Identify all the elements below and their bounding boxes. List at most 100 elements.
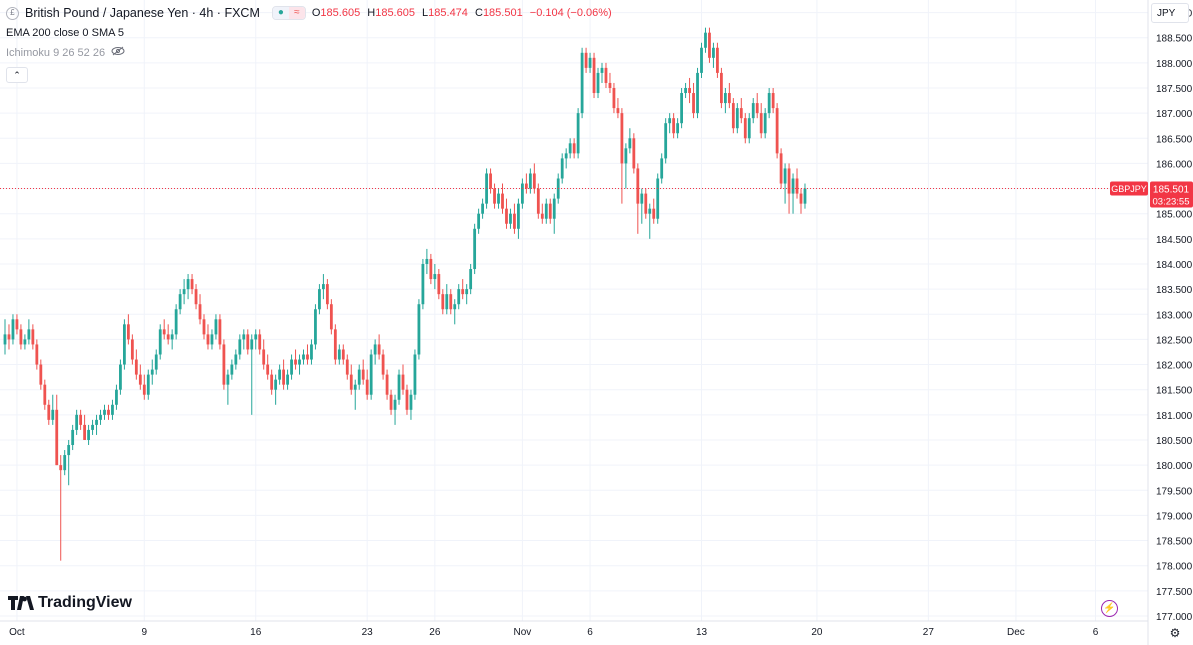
candle <box>162 319 166 340</box>
eye-off-icon[interactable] <box>111 45 125 61</box>
symbol-tag-label: GBPJPY <box>1111 184 1147 194</box>
currency-selector[interactable]: JPY <box>1151 3 1189 23</box>
candle <box>262 339 266 370</box>
waves-icon[interactable]: ≈ <box>288 7 305 19</box>
candle <box>218 314 222 350</box>
candle-body <box>612 87 616 109</box>
candle <box>107 404 110 420</box>
candle-body <box>278 369 282 380</box>
price-axis[interactable]: 189.000188.500188.000187.500187.000186.5… <box>1156 9 1193 623</box>
candle <box>87 424 90 446</box>
candle-body <box>688 87 691 94</box>
lightning-icon[interactable]: ⚡ <box>1101 600 1118 617</box>
x-tick-label: Nov <box>514 627 532 638</box>
candle-body <box>166 334 170 340</box>
candle-body <box>668 118 672 124</box>
candle <box>600 62 604 83</box>
candle <box>803 183 807 209</box>
candle-body <box>783 168 787 184</box>
candle <box>489 168 492 194</box>
symbol-title[interactable]: British Pound / Japanese Yen · 4h · FXCM <box>25 6 260 20</box>
candle-body <box>11 319 15 340</box>
candle <box>688 77 691 104</box>
candle <box>373 339 377 365</box>
candle-body <box>250 339 254 350</box>
candle <box>389 389 393 415</box>
candle-body <box>409 394 413 410</box>
candle <box>493 183 496 209</box>
candle <box>250 334 254 415</box>
x-tick-label: 16 <box>250 627 262 638</box>
tradingview-logo[interactable]: TradingView <box>8 594 132 612</box>
candle <box>11 314 15 345</box>
candle-body <box>536 188 540 214</box>
candle-body <box>254 334 258 340</box>
time-axis[interactable]: Oct 9 16 23 26 Nov 6 13 20 27 Dec 6 <box>9 627 1099 638</box>
candle <box>95 414 98 435</box>
market-open-icon[interactable]: ● <box>272 7 289 19</box>
y-tick-label: 188.500 <box>1156 34 1193 45</box>
candle-body <box>600 67 604 73</box>
candle-body <box>329 304 333 330</box>
collapse-legend-button[interactable]: ⌃ <box>6 67 28 83</box>
y-tick-label: 183.500 <box>1156 285 1193 296</box>
gear-icon[interactable]: ⚙ <box>1169 626 1181 640</box>
chart-legend: £ British Pound / Japanese Yen · 4h · FX… <box>6 5 616 83</box>
candle-body <box>596 72 600 94</box>
candle-body <box>357 369 361 385</box>
candle <box>345 354 349 380</box>
candle-body <box>282 369 285 385</box>
candle-body <box>134 359 138 375</box>
candle-body <box>15 319 19 330</box>
candle <box>433 263 437 290</box>
candle <box>59 455 63 561</box>
candle-body <box>656 178 660 219</box>
candle <box>381 349 385 380</box>
candle <box>505 198 508 229</box>
candle <box>111 399 114 420</box>
candle-body <box>517 203 520 229</box>
indicator-ema-sma[interactable]: EMA 200 close 0 SMA 5 <box>6 27 125 39</box>
candle <box>497 188 500 209</box>
candle-body <box>333 329 337 360</box>
tradingview-wordmark: TradingView <box>38 594 132 611</box>
candle-body <box>755 103 759 114</box>
y-tick-label: 185.000 <box>1156 210 1193 221</box>
candle-body <box>274 379 278 390</box>
candle-body <box>381 354 385 375</box>
candle <box>716 42 719 78</box>
candle <box>357 364 361 390</box>
candle <box>99 409 102 425</box>
candle <box>266 354 270 380</box>
candle <box>692 82 695 119</box>
candle-body <box>99 414 102 420</box>
candle-body <box>708 32 711 58</box>
candle <box>660 153 664 184</box>
last-price-tag-bg <box>1150 181 1193 208</box>
indicator-ichimoku[interactable]: Ichimoku 9 26 52 26 <box>6 45 616 61</box>
x-tick-label: 20 <box>811 627 823 638</box>
candle <box>481 198 484 219</box>
candle-body <box>146 374 150 395</box>
candle-body <box>524 183 528 189</box>
close-value: 185.501 <box>482 7 523 19</box>
candle-body <box>473 228 477 270</box>
candle-body <box>632 138 636 169</box>
candle-body <box>19 329 23 345</box>
candle-body <box>560 158 564 179</box>
market-status-pill[interactable]: ● ≈ <box>271 6 306 20</box>
candle <box>286 369 289 390</box>
candle-body <box>652 208 656 219</box>
candle-body <box>791 178 795 194</box>
y-tick-label: 178.000 <box>1156 562 1193 573</box>
y-tick-label: 187.000 <box>1156 109 1193 120</box>
candle-body <box>186 279 190 290</box>
candle <box>445 284 449 315</box>
y-tick-label: 182.500 <box>1156 335 1193 346</box>
candle <box>457 284 461 310</box>
candle <box>71 424 75 451</box>
candle <box>194 284 198 310</box>
candle-body <box>572 143 576 154</box>
candle-body <box>449 294 453 310</box>
